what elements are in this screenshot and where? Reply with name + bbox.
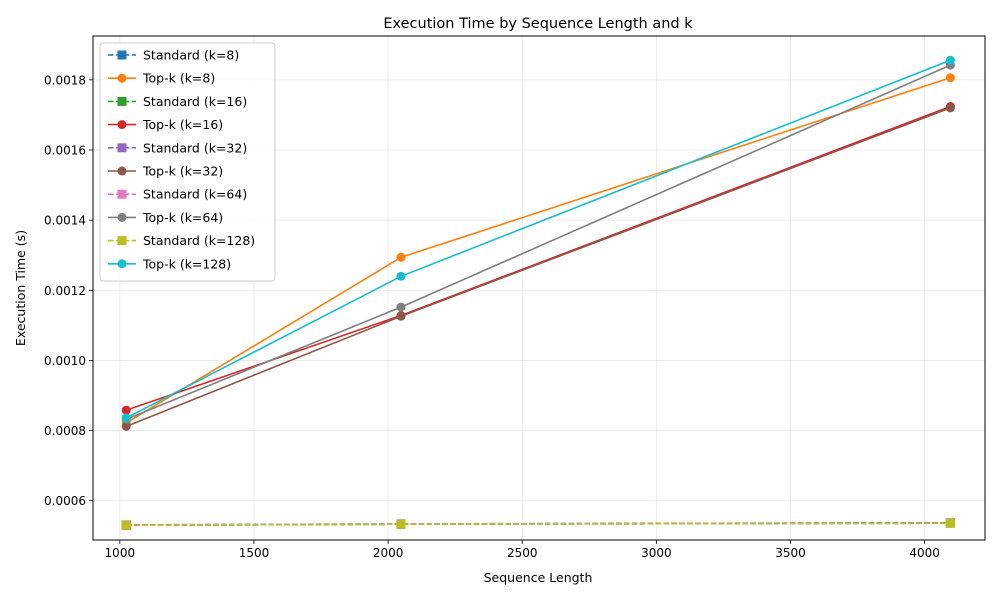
legend-label: Standard (k=32): [143, 140, 247, 155]
legend-label: Standard (k=64): [143, 187, 247, 202]
legend-marker-circle: [117, 259, 127, 269]
series-line: [126, 522, 951, 527]
data-point-circle: [396, 302, 406, 312]
legend-marker-square: [117, 96, 127, 106]
legend-label: Top-k (k=64): [142, 210, 223, 225]
y-tick-label: 0.0012: [44, 284, 86, 298]
legend-entry: Standard (k=8): [108, 48, 239, 63]
series-top-k-k-128: [121, 55, 955, 423]
y-tick-label: 0.0014: [44, 214, 86, 228]
legend-marker-circle: [117, 212, 127, 222]
data-point-circle: [396, 271, 406, 281]
data-point-circle: [945, 55, 955, 65]
legend-marker-circle: [117, 166, 127, 176]
data-point-circle: [396, 311, 406, 321]
data-point-circle: [121, 421, 131, 431]
series-top-k-k-32: [121, 103, 955, 431]
grid: [93, 36, 985, 540]
x-tick-label: 1000: [105, 546, 136, 560]
legend-marker-square: [117, 236, 127, 246]
data-point-square: [396, 519, 406, 529]
legend-label: Standard (k=128): [143, 233, 255, 248]
data-point-circle: [945, 103, 955, 113]
x-tick-label: 3000: [641, 546, 672, 560]
x-axis-label: Sequence Length: [484, 570, 593, 585]
legend-label: Top-k (k=8): [142, 71, 215, 86]
y-tick-label: 0.0008: [44, 424, 86, 438]
legend-entry: Standard (k=16): [108, 94, 247, 109]
legend-marker-circle: [117, 73, 127, 83]
series-standard-k-128: [121, 518, 955, 530]
legend-marker-square: [117, 189, 127, 199]
legend-marker-square: [117, 50, 127, 60]
x-tick-label: 2000: [373, 546, 404, 560]
x-tick-label: 3500: [775, 546, 806, 560]
legend-label: Standard (k=8): [143, 48, 239, 63]
legend-entry: Top-k (k=128): [108, 256, 231, 271]
legend-box: [99, 42, 276, 282]
y-tick-label: 0.0006: [44, 494, 86, 508]
x-axis: 1000 1500 2000 2500 3000 3500 4000: [105, 540, 940, 560]
legend: Standard (k=8) Top-k (k=8) Standard (k=16)…: [99, 42, 276, 282]
plot-frame: [92, 35, 986, 541]
y-tick-label: 0.0016: [44, 143, 86, 157]
legend-marker-circle: [117, 120, 127, 130]
legend-entry: Standard (k=128): [108, 233, 255, 248]
legend-label: Top-k (k=32): [142, 164, 223, 179]
legend-marker-square: [117, 143, 127, 153]
legend-entry: Standard (k=32): [108, 140, 247, 155]
legend-label: Standard (k=16): [143, 94, 247, 109]
y-axis-label: Execution Time (s): [13, 230, 28, 346]
series-layer: [121, 55, 955, 530]
y-tick-label: 0.0010: [44, 354, 86, 368]
data-point-circle: [121, 405, 131, 415]
data-point-circle: [396, 252, 406, 262]
legend-label: Top-k (k=128): [142, 256, 231, 271]
data-point-circle: [121, 413, 131, 423]
data-point-square: [121, 520, 131, 530]
legend-label: Top-k (k=16): [142, 117, 223, 132]
y-axis: 0.0006 0.0008 0.0010 0.0012 0.0014 0.0016 0.00…: [44, 73, 93, 508]
x-tick-label: 4000: [909, 546, 940, 560]
chart-title: Execution Time by Sequence Length and k: [383, 16, 693, 32]
legend-entry: Top-k (k=32): [108, 164, 223, 179]
y-tick-label: 0.0018: [44, 73, 86, 87]
x-tick-label: 2500: [507, 546, 538, 560]
data-point-circle: [945, 73, 955, 83]
legend-entry: Top-k (k=64): [108, 210, 223, 225]
legend-entry: Top-k (k=8): [108, 71, 215, 86]
x-tick-label: 1500: [239, 546, 270, 560]
legend-entry: Standard (k=64): [108, 187, 247, 202]
legend-entry: Top-k (k=16): [108, 117, 223, 132]
data-point-square: [945, 518, 955, 528]
